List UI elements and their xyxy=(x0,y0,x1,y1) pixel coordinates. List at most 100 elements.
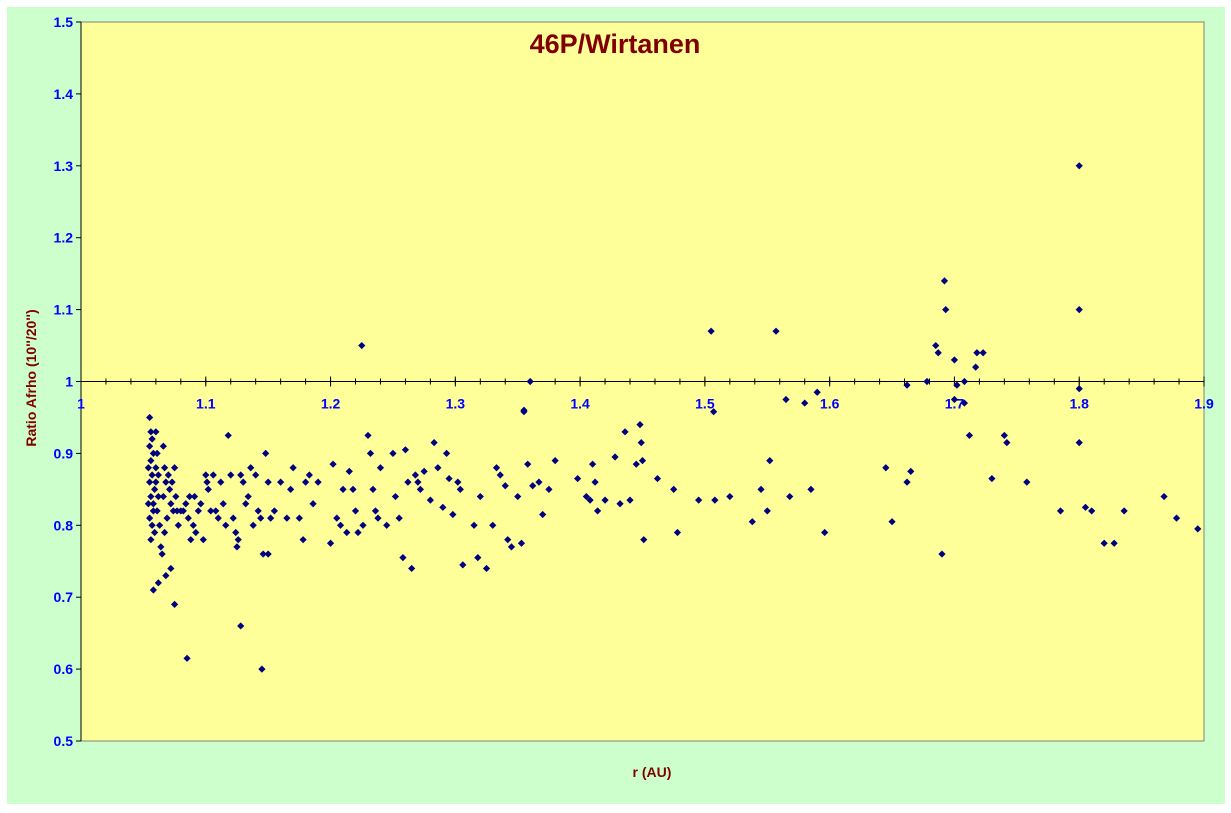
data-points xyxy=(144,162,1202,673)
data-point xyxy=(336,521,345,529)
data-point xyxy=(786,492,794,501)
data-point xyxy=(1075,306,1083,314)
data-point xyxy=(545,485,553,493)
data-point xyxy=(154,492,162,501)
data-point xyxy=(535,478,543,486)
data-point xyxy=(299,536,307,544)
data-point xyxy=(326,539,335,547)
data-point xyxy=(270,507,279,515)
x-tick-label: 1.9 xyxy=(1194,396,1214,412)
data-point xyxy=(1000,431,1008,440)
data-point xyxy=(199,536,207,544)
data-point xyxy=(187,536,195,544)
data-point xyxy=(1081,503,1090,511)
data-point xyxy=(224,431,232,440)
data-point xyxy=(283,514,291,522)
data-point xyxy=(345,467,353,475)
data-point xyxy=(757,485,765,493)
data-point xyxy=(148,471,156,479)
data-point xyxy=(244,492,252,501)
data-point xyxy=(154,471,162,479)
data-point xyxy=(1120,507,1128,515)
data-point xyxy=(492,464,501,472)
data-point xyxy=(162,572,170,580)
data-point xyxy=(950,395,959,404)
data-point xyxy=(164,471,172,479)
data-point xyxy=(551,456,559,465)
data-point xyxy=(1172,514,1181,522)
data-point xyxy=(376,464,385,472)
data-point xyxy=(489,521,497,529)
y-tick-label: 1 xyxy=(65,374,73,390)
data-point xyxy=(1075,439,1083,447)
data-point xyxy=(950,356,959,364)
data-point xyxy=(1088,507,1096,515)
data-point xyxy=(161,528,169,537)
data-point xyxy=(227,471,235,479)
data-point xyxy=(147,492,155,501)
x-tick-label: 1.8 xyxy=(1069,396,1089,412)
data-point xyxy=(439,503,447,511)
data-point xyxy=(965,431,974,440)
data-point xyxy=(152,428,160,436)
data-point xyxy=(932,341,940,350)
data-point xyxy=(763,507,771,515)
data-point xyxy=(343,528,351,537)
data-point xyxy=(149,500,157,508)
data-point xyxy=(144,500,152,508)
data-point xyxy=(1003,439,1011,447)
data-point xyxy=(972,363,980,371)
data-point xyxy=(219,500,227,508)
data-point xyxy=(420,467,428,475)
data-point xyxy=(707,327,715,335)
data-point xyxy=(239,478,247,486)
data-point xyxy=(582,492,590,501)
data-point xyxy=(202,471,210,479)
data-point xyxy=(229,514,237,522)
data-point xyxy=(456,485,464,493)
data-point xyxy=(262,449,270,457)
data-point xyxy=(1100,539,1108,547)
data-point xyxy=(404,478,412,486)
data-point xyxy=(1194,525,1202,533)
data-point xyxy=(147,536,155,544)
data-point xyxy=(152,478,160,486)
data-point xyxy=(209,471,217,479)
data-point xyxy=(938,550,946,558)
x-tick-label: 1.7 xyxy=(945,396,965,412)
x-tick-label: 1.1 xyxy=(196,396,216,412)
data-point xyxy=(960,399,969,407)
data-point xyxy=(474,554,482,562)
data-point xyxy=(146,478,154,486)
data-point xyxy=(153,449,161,457)
data-point xyxy=(163,514,171,522)
data-point xyxy=(149,449,157,457)
data-point xyxy=(640,536,648,544)
data-point xyxy=(169,507,177,515)
data-point xyxy=(170,600,179,608)
data-point xyxy=(1075,162,1083,170)
data-point xyxy=(504,536,512,544)
data-point xyxy=(593,507,602,515)
y-tick-label: 1.5 xyxy=(54,14,74,30)
data-point xyxy=(185,492,194,501)
data-point xyxy=(401,446,410,454)
data-point xyxy=(520,408,528,416)
data-point xyxy=(923,377,931,386)
data-point xyxy=(174,521,182,529)
data-point xyxy=(496,471,504,479)
data-point xyxy=(167,564,175,573)
data-point xyxy=(156,521,164,529)
data-point xyxy=(391,492,400,501)
x-tick-label: 1.2 xyxy=(321,396,341,412)
x-tick-label: 1.6 xyxy=(820,396,840,412)
data-point xyxy=(1056,507,1065,515)
data-point xyxy=(144,464,152,472)
data-point xyxy=(414,478,422,486)
data-point xyxy=(264,550,272,558)
data-point xyxy=(366,449,375,457)
data-point xyxy=(524,460,532,468)
data-point xyxy=(146,442,154,450)
y-tick-label: 0.9 xyxy=(54,445,74,461)
data-point xyxy=(807,485,815,493)
